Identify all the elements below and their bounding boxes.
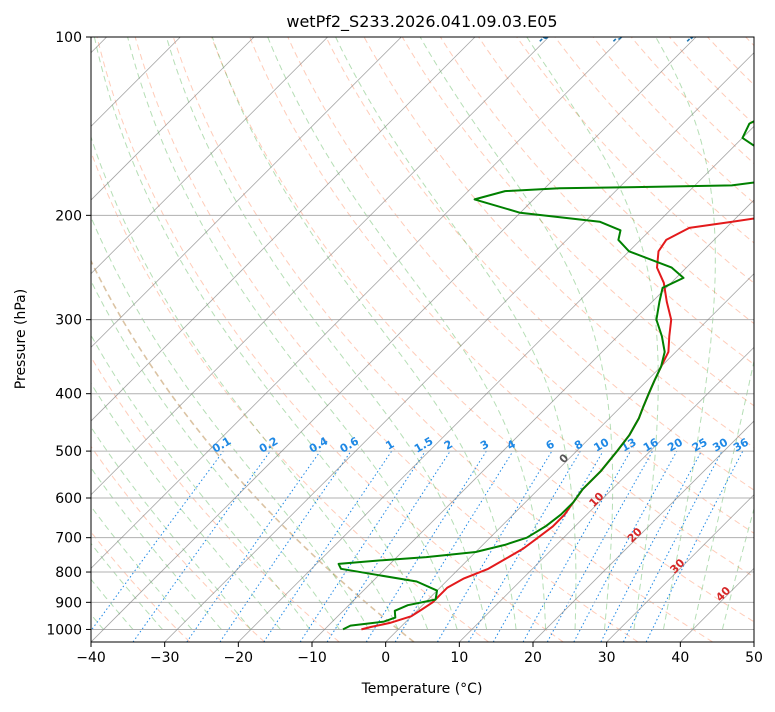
y-tick-label: 900 xyxy=(55,595,82,611)
y-axis-label: Pressure (hPa) xyxy=(13,289,29,389)
y-tick-label: 600 xyxy=(55,491,82,507)
x-tick-label: 0 xyxy=(381,650,390,666)
x-tick-label: 20 xyxy=(524,650,542,666)
x-tick-label: 30 xyxy=(598,650,616,666)
y-tick-label: 200 xyxy=(55,208,82,224)
x-tick-label: −20 xyxy=(224,650,254,666)
y-tick-label: 100 xyxy=(55,30,82,46)
x-tick-label: −30 xyxy=(150,650,180,666)
y-tick-label: 300 xyxy=(55,313,82,329)
x-tick-label: 40 xyxy=(671,650,689,666)
x-axis-label: Temperature (°C) xyxy=(361,681,483,697)
y-tick-label: 700 xyxy=(55,531,82,547)
y-tick-label: 1000 xyxy=(46,622,82,638)
chart-title: wetPf2_S233.2026.041.09.03.E05 xyxy=(286,12,557,32)
x-tick-label: 10 xyxy=(450,650,468,666)
x-tick-label: −40 xyxy=(76,650,106,666)
x-tick-label: 50 xyxy=(745,650,763,666)
y-tick-label: 800 xyxy=(55,565,82,581)
y-tick-label: 500 xyxy=(55,444,82,460)
x-tick-label: −10 xyxy=(297,650,327,666)
y-tick-label: 400 xyxy=(55,387,82,403)
